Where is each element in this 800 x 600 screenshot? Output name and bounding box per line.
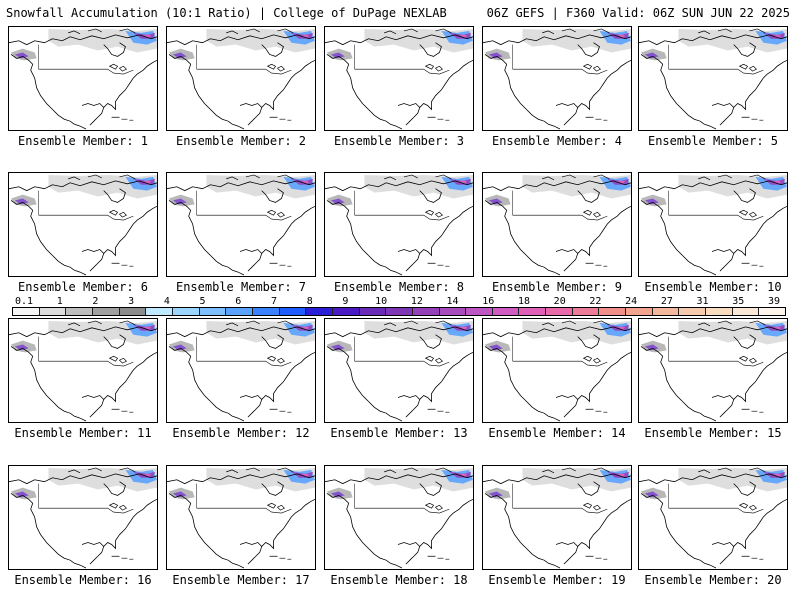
- ensemble-map-panel: [8, 318, 158, 423]
- ensemble-map-panel: [324, 172, 474, 277]
- ensemble-map-panel: [482, 26, 632, 131]
- colorbar-tick-label: 1: [56, 296, 63, 307]
- colorbar-swatch: [759, 308, 786, 315]
- ensemble-map-panel: [638, 318, 788, 423]
- ensemble-map-panel: [638, 26, 788, 131]
- ensemble-member-label: Ensemble Member: 1: [17, 134, 149, 148]
- colorbar-swatch: [279, 308, 307, 315]
- colorbar-swatch: [519, 308, 547, 315]
- ensemble-member-label: Ensemble Member: 18: [330, 573, 468, 587]
- ensemble-map-panel: [638, 172, 788, 277]
- ensemble-map-panel: [638, 465, 788, 570]
- ensemble-member-label: Ensemble Member: 6: [17, 280, 149, 294]
- colorbar-tick-label: 6: [235, 296, 242, 307]
- colorbar-swatch: [386, 308, 413, 315]
- ensemble-map-panel: [8, 26, 158, 131]
- colorbar-swatch: [572, 308, 600, 315]
- colorbar-swatch: [679, 308, 707, 315]
- colorbar-swatch: [226, 308, 253, 315]
- colorbar-tick-label: 18: [517, 296, 531, 307]
- ensemble-map-panel: [8, 172, 158, 277]
- ensemble-map-panel: [324, 465, 474, 570]
- colorbar-tick-label: 16: [482, 296, 495, 307]
- ensemble-member-label: Ensemble Member: 16: [14, 573, 152, 587]
- ensemble-member-label: Ensemble Member: 3: [333, 134, 465, 148]
- ensemble-member-label: Ensemble Member: 7: [175, 280, 307, 294]
- ensemble-member-label: Ensemble Member: 4: [491, 134, 623, 148]
- ensemble-member-label: Ensemble Member: 11: [14, 426, 152, 440]
- colorbar-tick-label: 8: [306, 296, 313, 307]
- colorbar-swatch: [172, 308, 200, 315]
- colorbar-tick-label: 14: [446, 296, 459, 307]
- colorbar-swatch: [626, 308, 653, 315]
- colorbar-swatch: [146, 308, 173, 315]
- ensemble-member-label: Ensemble Member: 5: [647, 134, 779, 148]
- ensemble-map-panel: [324, 26, 474, 131]
- colorbar-swatch: [359, 308, 387, 315]
- ensemble-map-panel: [482, 172, 632, 277]
- colorbar-tick-label: 12: [410, 296, 423, 307]
- colorbar-swatch: [466, 308, 493, 315]
- ensemble-member-label: Ensemble Member: 2: [175, 134, 307, 148]
- colorbar-swatch: [412, 308, 440, 315]
- colorbar-tick-labels: 0.1 1 2 3 4 5 6 7 8 9 10 12 14 16 18 20 22 24 27 31 35 39: [12, 296, 786, 307]
- colorbar-swatch: [732, 308, 760, 315]
- ensemble-map-panel: [166, 318, 316, 423]
- ensemble-member-label: Ensemble Member: 12: [172, 426, 310, 440]
- ensemble-map-panel: [482, 465, 632, 570]
- colorbar-swatch: [652, 308, 680, 315]
- ensemble-map-panel: [166, 172, 316, 277]
- valid-time: 06Z GEFS | F360 Valid: 06Z SUN JUN 22 20…: [486, 6, 790, 20]
- colorbar-tick-label: 39: [767, 296, 781, 307]
- colorbar: [12, 307, 786, 316]
- colorbar-tick-label: 22: [589, 296, 602, 307]
- colorbar-swatch: [332, 308, 360, 315]
- ensemble-member-label: Ensemble Member: 14: [488, 426, 626, 440]
- map-title: Snowfall Accumulation (10:1 Ratio) | Col…: [6, 6, 447, 20]
- colorbar-swatch: [706, 308, 733, 315]
- colorbar-tick-label: 0.1: [14, 296, 34, 307]
- colorbar-tick-label: 10: [375, 296, 388, 307]
- colorbar-swatch: [39, 308, 67, 315]
- ensemble-member-label: Ensemble Member: 8: [333, 280, 465, 294]
- ensemble-member-label: Ensemble Member: 19: [488, 573, 626, 587]
- colorbar-swatch: [439, 308, 467, 315]
- colorbar-swatch: [599, 308, 627, 315]
- colorbar-swatch: [119, 308, 147, 315]
- colorbar-swatch: [252, 308, 280, 315]
- colorbar-tick-label: 3: [128, 296, 135, 307]
- ensemble-member-label: Ensemble Member: 9: [491, 280, 623, 294]
- colorbar-swatch: [306, 308, 333, 315]
- colorbar-tick-label: 35: [732, 296, 745, 307]
- colorbar-tick-label: 5: [199, 296, 206, 307]
- ensemble-map-panel: [324, 318, 474, 423]
- ensemble-map-panel: [482, 318, 632, 423]
- ensemble-member-label: Ensemble Member: 13: [330, 426, 468, 440]
- colorbar-swatch: [92, 308, 120, 315]
- colorbar-tick-label: 7: [270, 296, 278, 307]
- ensemble-member-label: Ensemble Member: 20: [644, 573, 782, 587]
- colorbar-swatch: [13, 308, 40, 315]
- colorbar-swatch: [492, 308, 520, 315]
- colorbar-swatch: [546, 308, 573, 315]
- colorbar-tick-label: 4: [163, 296, 170, 307]
- ensemble-member-label: Ensemble Member: 15: [644, 426, 782, 440]
- colorbar-tick-label: 31: [696, 296, 709, 307]
- colorbar-tick-label: 24: [625, 296, 638, 307]
- ensemble-map-panel: [166, 465, 316, 570]
- colorbar-tick-label: 27: [660, 296, 673, 307]
- colorbar-swatch: [199, 308, 227, 315]
- ensemble-member-label: Ensemble Member: 17: [172, 573, 310, 587]
- ensemble-map-panel: [8, 465, 158, 570]
- colorbar-swatch: [66, 308, 93, 315]
- colorbar-tick-label: 20: [553, 296, 566, 307]
- ensemble-member-label: Ensemble Member: 10: [644, 280, 782, 294]
- colorbar-tick-label: 2: [92, 296, 99, 307]
- ensemble-map-panel: [166, 26, 316, 131]
- colorbar-tick-label: 9: [342, 296, 349, 307]
